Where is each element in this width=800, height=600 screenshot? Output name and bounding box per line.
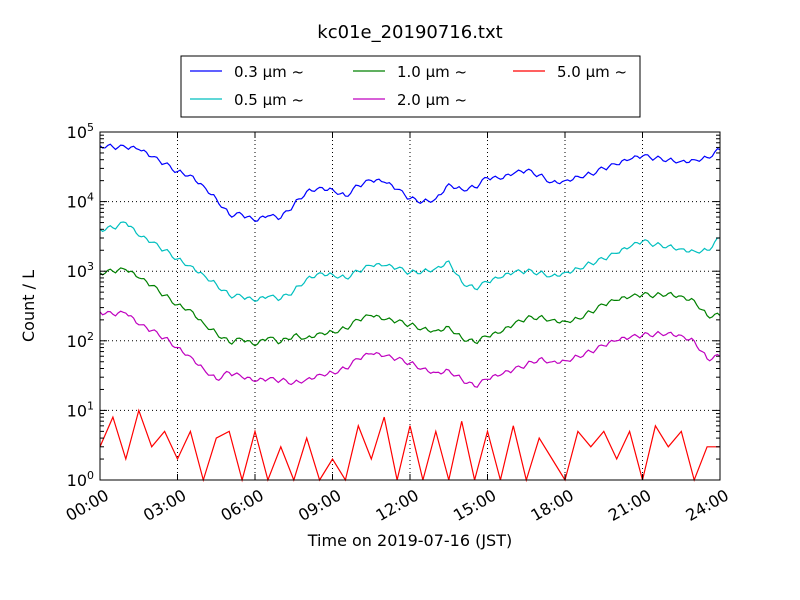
legend: 0.3 μm ~ 1.0 μm ~ 5.0 μm ~ 0.5 μm ~ 2.0 μm ~ xyxy=(180,55,641,118)
series-line-4 xyxy=(99,310,721,388)
x-tick-label: 24:00 xyxy=(683,485,732,525)
x-axis-label: Time on 2019-07-16 (JST) xyxy=(307,531,512,550)
chart-title: kc01e_20190716.txt xyxy=(317,22,502,43)
legend-label-3: 1.0 μm ~ xyxy=(397,63,467,81)
legend-label-2: 0.5 μm ~ xyxy=(234,91,304,109)
legend-box xyxy=(180,55,641,118)
x-tick-label: 21:00 xyxy=(605,485,654,525)
y-tick-label: 104 xyxy=(67,191,94,212)
y-axis: 100 101 102 103 104 105 xyxy=(67,121,720,490)
legend-label-4: 2.0 μm ~ xyxy=(397,91,467,109)
series-line-2 xyxy=(99,221,720,302)
y-tick-label: 101 xyxy=(67,399,94,420)
x-tick-label: 12:00 xyxy=(373,485,422,525)
x-axis: 00:00 03:00 06:00 09:00 12:00 15:00 18:00 21:00… xyxy=(63,132,732,525)
y-tick-label: 103 xyxy=(67,260,94,281)
x-tick-label: 15:00 xyxy=(450,485,499,525)
y-tick-label: 102 xyxy=(67,330,94,351)
x-tick-label: 18:00 xyxy=(528,485,577,525)
x-tick-label: 03:00 xyxy=(140,485,189,525)
x-tick-label: 09:00 xyxy=(295,485,344,525)
series-line-1 xyxy=(99,143,721,223)
legend-label-1: 0.3 μm ~ xyxy=(234,63,304,81)
series-line-3 xyxy=(99,267,721,347)
x-tick-label: 06:00 xyxy=(218,485,267,525)
y-tick-label: 105 xyxy=(67,121,94,142)
x-tick-label: 00:00 xyxy=(63,485,112,525)
y-axis-label: Count / L xyxy=(19,270,38,342)
y-tick-label: 100 xyxy=(67,469,94,490)
legend-label-5: 5.0 μm ~ xyxy=(557,63,627,81)
